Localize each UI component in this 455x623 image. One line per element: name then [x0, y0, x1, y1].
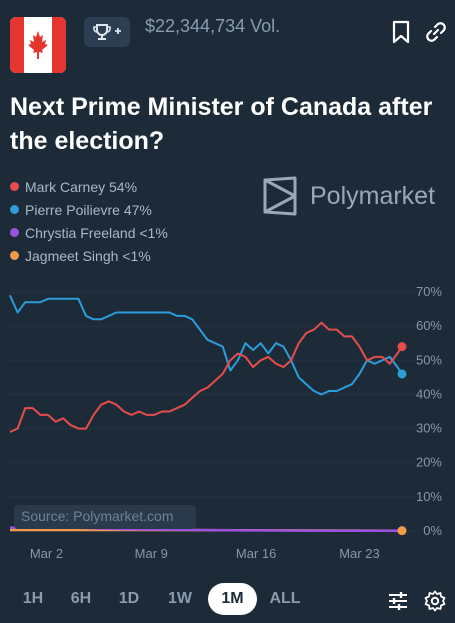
series-line	[9, 294, 403, 396]
legend-label: Mark Carney 54%	[25, 178, 138, 195]
legend-item: Mark Carney 54%	[10, 175, 168, 198]
range-button-1m[interactable]: 1M	[208, 583, 257, 615]
link-icon[interactable]	[424, 20, 448, 44]
x-tick-label: Mar 9	[135, 546, 168, 561]
series-end-point	[397, 526, 407, 536]
source-label-bg	[14, 505, 196, 529]
trophy-icon	[93, 24, 121, 40]
legend-dot	[10, 228, 19, 237]
legend-label: Pierre Poilievre 47%	[25, 201, 152, 218]
range-button-1w[interactable]: 1W	[168, 590, 192, 607]
price-chart[interactable]: 70% 60% 50% 40% 30% 20% 10% 0% Mar 2 Mar 9 Mar 16 M…	[0, 280, 455, 570]
legend-dot	[10, 205, 19, 214]
range-button-all[interactable]: ALL	[269, 590, 301, 607]
legend-label: Jagmeet Singh <1%	[25, 247, 151, 264]
x-tick-label: Mar 23	[339, 546, 379, 561]
y-tick-label: 60%	[416, 318, 442, 333]
polymarket-logo-icon	[263, 176, 297, 216]
series-end-point	[397, 342, 407, 352]
legend-item: Jagmeet Singh <1%	[10, 244, 168, 267]
sliders-icon[interactable]	[387, 590, 409, 612]
settings-gear-icon[interactable]	[424, 590, 446, 612]
legend-dot	[10, 182, 19, 191]
chart-legend: Mark Carney 54% Pierre Poilievre 47% Chr…	[10, 175, 168, 267]
legend-label: Chrystia Freeland <1%	[25, 224, 168, 241]
legend-item: Pierre Poilievre 47%	[10, 198, 168, 221]
y-tick-label: 30%	[416, 421, 442, 436]
series-line	[9, 321, 403, 433]
source-label: Source: Polymarket.com	[21, 508, 174, 524]
polymarket-brand-text: Polymarket	[310, 181, 436, 210]
y-tick-label: 50%	[416, 352, 442, 367]
y-tick-label: 70%	[416, 284, 442, 299]
volume-label: $22,344,734 Vol.	[145, 16, 281, 36]
y-tick-label: 0%	[423, 523, 442, 538]
y-tick-label: 10%	[416, 489, 442, 504]
y-tick-label: 20%	[416, 455, 442, 470]
x-tick-label: Mar 16	[236, 546, 276, 561]
trophy-button[interactable]	[84, 17, 130, 47]
range-button-1h[interactable]: 1H	[22, 590, 44, 607]
range-button-6h[interactable]: 6H	[70, 590, 92, 607]
canada-flag-icon	[10, 17, 66, 73]
bookmark-icon[interactable]	[390, 20, 412, 44]
page-title: Next Prime Minister of Canada after the …	[10, 93, 433, 155]
range-button-1d[interactable]: 1D	[118, 590, 140, 607]
x-tick-label: Mar 2	[30, 546, 63, 561]
market-header: $22,344,734 Vol.	[0, 0, 455, 80]
series-end-point	[397, 369, 407, 379]
polymarket-watermark: Polymarket	[262, 176, 435, 216]
y-tick-label: 40%	[416, 386, 442, 401]
time-range-selector: 1H 6H 1D 1W 1M ALL	[0, 580, 455, 620]
legend-dot	[10, 251, 19, 260]
legend-item: Chrystia Freeland <1%	[10, 221, 168, 244]
